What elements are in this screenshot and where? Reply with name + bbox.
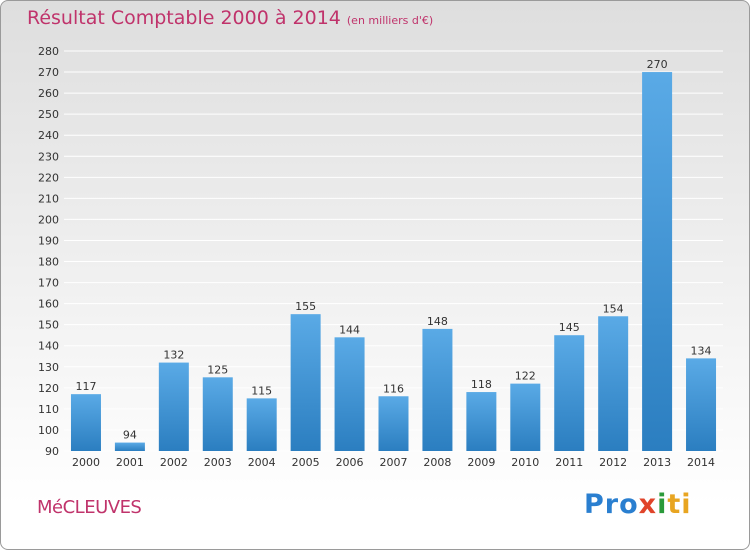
bar-value-label: 125 [207,363,228,376]
x-tick-label: 2005 [292,456,320,469]
y-tick-label: 190 [38,234,59,247]
bar-2011 [554,335,585,451]
x-tick-label: 2013 [643,456,671,469]
logo-part-2: x [638,489,658,520]
bar-value-label: 148 [427,315,448,328]
y-tick-label: 90 [45,445,59,458]
x-tick-label: 2012 [599,456,627,469]
y-axis: 90 100 110 120 130 140 150 160 170 180 190 200 210 22… [38,45,59,458]
bar-2014 [686,358,717,451]
bar-value-label: 117 [75,380,96,393]
y-tick-label: 230 [38,150,59,163]
x-tick-label: 2008 [423,456,451,469]
y-tick-label: 160 [38,298,59,311]
logo-part-1: Pro [584,489,639,520]
bar-2006 [334,337,365,451]
x-tick-label: 2010 [511,456,539,469]
bar-2000 [70,394,101,451]
bar-2007 [378,396,409,451]
bar-value-label: 134 [691,344,712,357]
x-tick-label: 2007 [380,456,408,469]
bar-value-label: 116 [383,382,404,395]
y-tick-label: 220 [38,171,59,184]
bar-value-label: 145 [559,321,580,334]
logo-part-3: i [657,489,668,520]
y-tick-label: 200 [38,213,59,226]
bar-value-label: 154 [603,302,624,315]
y-tick-label: 210 [38,192,59,205]
bar-2012 [598,316,629,451]
x-tick-label: 2002 [160,456,188,469]
bar-value-label: 132 [163,349,184,362]
bar-2003 [202,377,233,451]
y-tick-label: 240 [38,129,59,142]
y-tick-label: 110 [38,403,59,416]
x-tick-label: 2000 [72,456,100,469]
y-tick-label: 180 [38,256,59,269]
y-tick-label: 100 [38,424,59,437]
bar-value-label: 270 [647,58,668,71]
bar-value-label: 118 [471,378,492,391]
x-tick-label: 2004 [248,456,276,469]
bar-value-label: 122 [515,370,536,383]
y-tick-label: 130 [38,361,59,374]
y-tick-label: 170 [38,277,59,290]
bars [70,72,717,451]
y-tick-label: 280 [38,45,59,58]
x-axis: 2000 2001 2002 2003 2004 2005 2006 2007 2008 2009… [72,456,715,469]
y-tick-label: 140 [38,340,59,353]
y-tick-label: 260 [38,87,59,100]
proxiti-logo: Proxiti [584,489,692,520]
bar-2009 [466,392,497,451]
bar-value-label: 144 [339,323,360,336]
bar-2010 [510,383,541,451]
bar-2005 [290,314,321,451]
x-tick-label: 2003 [204,456,232,469]
data-labels: 117 94 132 125 115 155 144 116 148 118 122 145 154 27… [75,58,711,442]
bar-2004 [246,398,277,451]
y-tick-label: 270 [38,66,59,79]
chart-subtitle: (en milliers d'€) [346,14,434,27]
x-tick-label: 2011 [555,456,583,469]
bar-2001 [114,442,145,451]
y-tick-label: 250 [38,108,59,121]
bar-2008 [422,328,453,451]
bar-2002 [158,362,189,451]
commune-name: MéCLEUVES [37,497,142,518]
bar-value-label: 115 [251,384,272,397]
logo-part-4: ti [667,489,692,520]
y-tick-label: 120 [38,382,59,395]
y-tick-label: 150 [38,319,59,332]
x-tick-label: 2006 [336,456,364,469]
x-tick-label: 2014 [687,456,715,469]
chart-title: Résultat Comptable 2000 à 2014 (en millie… [27,7,433,29]
x-tick-label: 2001 [116,456,144,469]
chart-title-text: Résultat Comptable 2000 à 2014 [27,7,341,29]
bar-value-label: 94 [123,429,137,442]
bar-2013 [642,72,673,451]
x-tick-label: 2009 [467,456,495,469]
bar-value-label: 155 [295,300,316,313]
